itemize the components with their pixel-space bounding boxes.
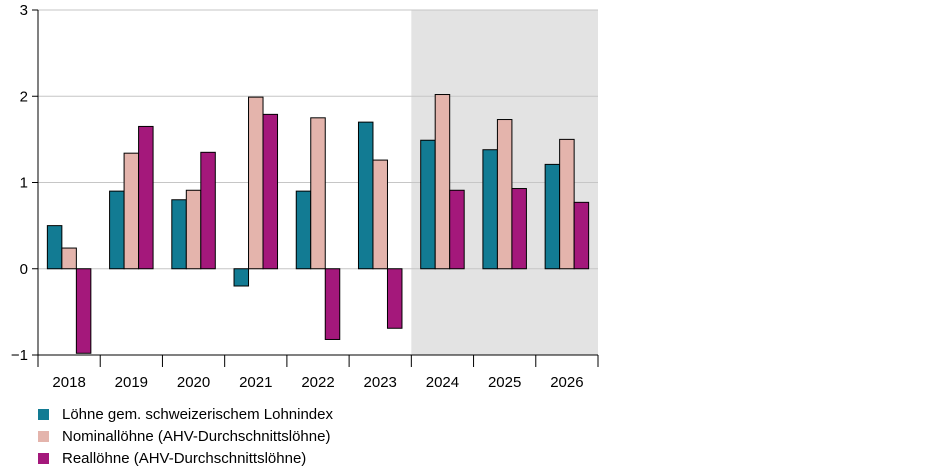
bar <box>233 268 250 287</box>
x-tick-label: 2026 <box>550 374 583 391</box>
x-tick-label: 2022 <box>301 374 334 391</box>
bar <box>544 163 561 270</box>
bar <box>496 119 513 270</box>
bar <box>109 190 125 270</box>
y-tick-label: 2 <box>20 88 28 105</box>
legend: Löhne gem. schweizerischem Lohnindex Nom… <box>38 403 333 469</box>
bar <box>200 151 216 270</box>
x-tick-label: 2023 <box>364 374 397 391</box>
legend-swatch <box>38 430 49 442</box>
bar <box>449 189 465 270</box>
x-axis: 2018 2019 2020 2021 2022 2023 2024 2025 2026 <box>37 354 599 391</box>
legend-swatch <box>38 408 49 420</box>
legend-item-realloehne: Reallöhne (AHV-Durchschnittslöhne) <box>38 447 333 469</box>
bars <box>46 94 590 354</box>
x-tick-label: 2024 <box>426 374 459 391</box>
x-tick-label: 2025 <box>488 374 521 391</box>
x-tick-label: 2019 <box>115 374 148 391</box>
bar <box>61 247 77 270</box>
bar <box>357 121 374 270</box>
bar <box>46 225 63 270</box>
bar <box>185 189 202 270</box>
bar <box>75 268 92 354</box>
bar <box>310 117 326 270</box>
x-tick-label: 2021 <box>239 374 272 391</box>
bar <box>262 113 279 270</box>
bar <box>386 268 403 329</box>
bar <box>123 152 140 270</box>
legend-item-nominalloehne: Nominallöhne (AHV-Durchschnittslöhne) <box>38 425 333 447</box>
bar <box>482 149 498 270</box>
bar <box>420 139 436 270</box>
bar <box>434 94 451 270</box>
y-tick-label: −1 <box>11 347 28 364</box>
x-tick-label: 2020 <box>177 374 210 391</box>
bar <box>171 199 187 270</box>
bar <box>324 268 341 340</box>
y-axis: 3 2 1 0 −1 <box>11 2 39 364</box>
bar <box>511 188 527 270</box>
legend-label: Reallöhne (AHV-Durchschnittslöhne) <box>62 449 307 467</box>
x-tick-label: 2018 <box>52 374 85 391</box>
bar <box>138 125 154 270</box>
bar <box>372 159 388 270</box>
y-tick-label: 3 <box>20 2 28 19</box>
legend-item-lohnindex: Löhne gem. schweizerischem Lohnindex <box>38 403 333 425</box>
bar <box>573 201 590 270</box>
legend-label: Nominallöhne (AHV-Durchschnittslöhne) <box>62 427 331 445</box>
bar <box>295 190 312 270</box>
legend-swatch <box>38 452 49 464</box>
bar <box>559 138 575 270</box>
y-tick-label: 0 <box>20 261 28 278</box>
y-tick-label: 1 <box>20 175 28 192</box>
legend-label: Löhne gem. schweizerischem Lohnindex <box>62 405 333 423</box>
bar <box>248 96 264 270</box>
